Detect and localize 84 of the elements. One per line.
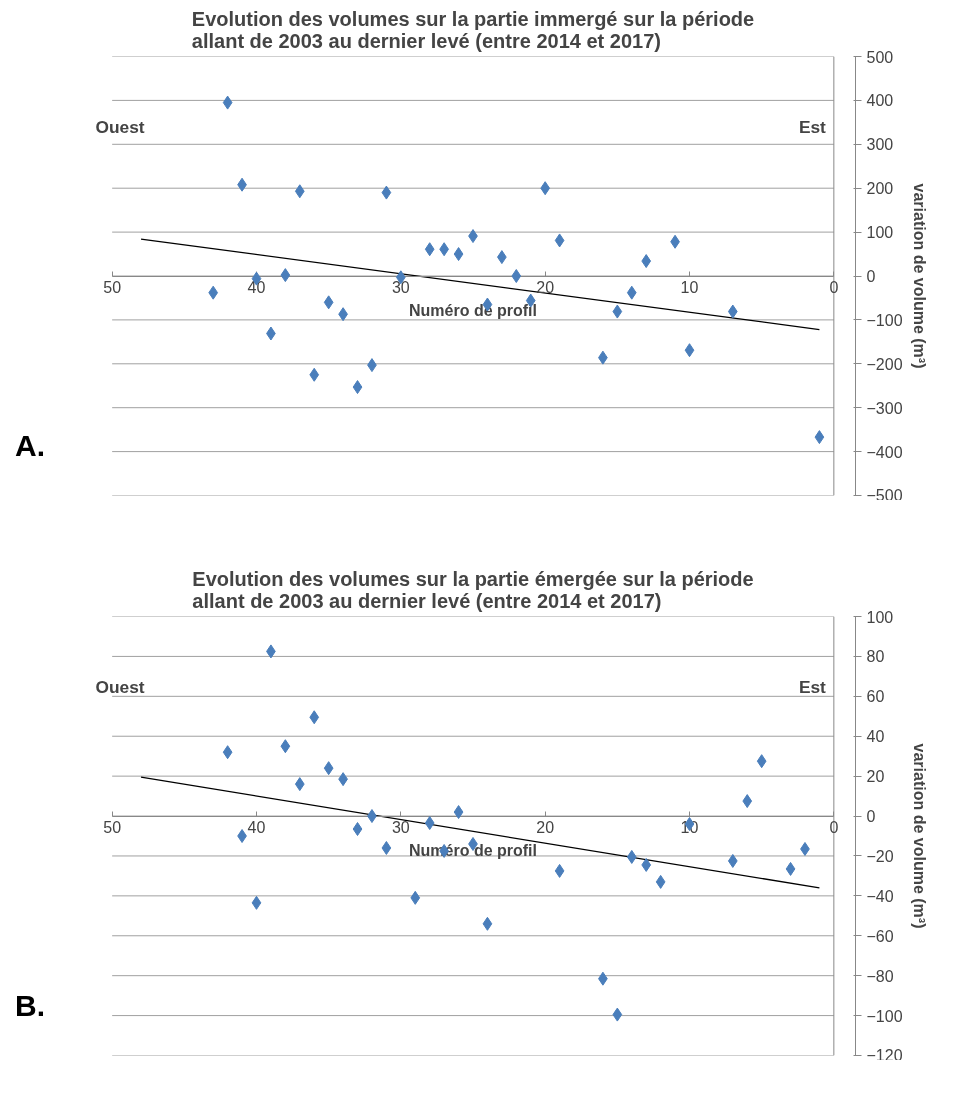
point bbox=[453, 805, 464, 820]
y-tick-label: −400 bbox=[866, 443, 903, 461]
annotation: Ouest bbox=[95, 676, 145, 697]
y-tick-label: 200 bbox=[866, 180, 894, 198]
point bbox=[511, 269, 522, 283]
point bbox=[309, 367, 320, 382]
point bbox=[208, 285, 219, 300]
point bbox=[294, 777, 305, 792]
point bbox=[381, 840, 392, 855]
y-tick-label: −100 bbox=[866, 1007, 903, 1025]
point bbox=[222, 95, 233, 110]
point bbox=[323, 295, 334, 310]
point bbox=[554, 233, 565, 248]
x-tick-label: 50 bbox=[103, 819, 122, 837]
y-tick-label: −80 bbox=[866, 967, 894, 985]
y-tick-label: 100 bbox=[866, 608, 894, 626]
y-tick-label: −120 bbox=[866, 1046, 903, 1064]
y-tick-label: 400 bbox=[866, 92, 894, 110]
point bbox=[251, 895, 262, 910]
point bbox=[756, 754, 767, 769]
point bbox=[280, 739, 291, 754]
point bbox=[352, 822, 363, 837]
x-tick-label: 20 bbox=[536, 279, 555, 296]
point bbox=[612, 304, 623, 319]
point bbox=[612, 1007, 623, 1022]
y-tick-label: 80 bbox=[866, 648, 885, 666]
annotation: Ouest bbox=[95, 116, 145, 137]
y-tick-label: −200 bbox=[866, 355, 903, 373]
y-tick-label: 0 bbox=[866, 808, 876, 826]
y-tick-label: 60 bbox=[866, 688, 885, 706]
x-tick-label: 20 bbox=[536, 819, 555, 837]
x-tick-label: 30 bbox=[391, 819, 410, 837]
y-axis-title: variation de volume (m³) bbox=[910, 183, 928, 369]
x-tick-label: 50 bbox=[103, 279, 122, 296]
point bbox=[626, 285, 637, 300]
y-tick-label: −500 bbox=[866, 486, 903, 504]
point bbox=[482, 916, 493, 931]
point bbox=[222, 745, 233, 760]
y-tick-label: −60 bbox=[866, 927, 894, 945]
point bbox=[554, 863, 565, 878]
point bbox=[280, 268, 291, 283]
point bbox=[742, 794, 753, 809]
y-tick-label: 500 bbox=[866, 48, 894, 66]
point bbox=[641, 857, 652, 872]
y-tick-label: 0 bbox=[866, 268, 876, 285]
y-axis-title: variation de volume (m³) bbox=[910, 743, 928, 929]
annotation: Est bbox=[798, 676, 827, 697]
point bbox=[655, 874, 666, 889]
y-tick-label: −40 bbox=[866, 887, 894, 905]
point bbox=[352, 380, 363, 395]
y-tick-label: 300 bbox=[866, 136, 894, 154]
point bbox=[453, 247, 464, 262]
chart-title: Evolution des volumes sur la partie immergé sur la période allant de 2003 au dernier levé (entre 2014 et 2017) bbox=[191, 7, 755, 52]
text: A. bbox=[15, 428, 45, 464]
annotation: Est bbox=[798, 116, 827, 137]
text: B. bbox=[15, 988, 45, 1024]
point bbox=[237, 829, 247, 843]
y-tick-label: −20 bbox=[866, 847, 894, 865]
point bbox=[641, 254, 652, 269]
x-tick-label: 0 bbox=[829, 819, 839, 837]
y-tick-label: −300 bbox=[866, 399, 903, 417]
y-tick-label: 20 bbox=[866, 768, 885, 786]
point bbox=[410, 890, 421, 905]
point bbox=[727, 853, 738, 868]
point bbox=[727, 304, 738, 319]
y-tick-label: −100 bbox=[866, 311, 903, 329]
point bbox=[684, 343, 695, 358]
point bbox=[814, 430, 825, 445]
point bbox=[424, 816, 435, 831]
point bbox=[323, 761, 334, 776]
point bbox=[424, 242, 435, 257]
x-tick-label: 10 bbox=[680, 279, 699, 296]
x-tick-label: 30 bbox=[391, 279, 410, 296]
point bbox=[309, 710, 320, 725]
chart-title: Evolution des volumes sur la partie émergée sur la période allant de 2003 au dernier levé (entre 2014 et 2017) bbox=[192, 567, 754, 612]
y-tick-label: 40 bbox=[866, 728, 885, 746]
x-tick-label: 40 bbox=[247, 279, 266, 296]
point bbox=[785, 861, 796, 876]
y-tick-label: 100 bbox=[866, 224, 894, 242]
x-tick-label: 40 bbox=[247, 819, 266, 837]
x-tick-label: 0 bbox=[829, 279, 839, 296]
point bbox=[626, 849, 637, 864]
point bbox=[381, 185, 392, 200]
point bbox=[294, 184, 305, 199]
